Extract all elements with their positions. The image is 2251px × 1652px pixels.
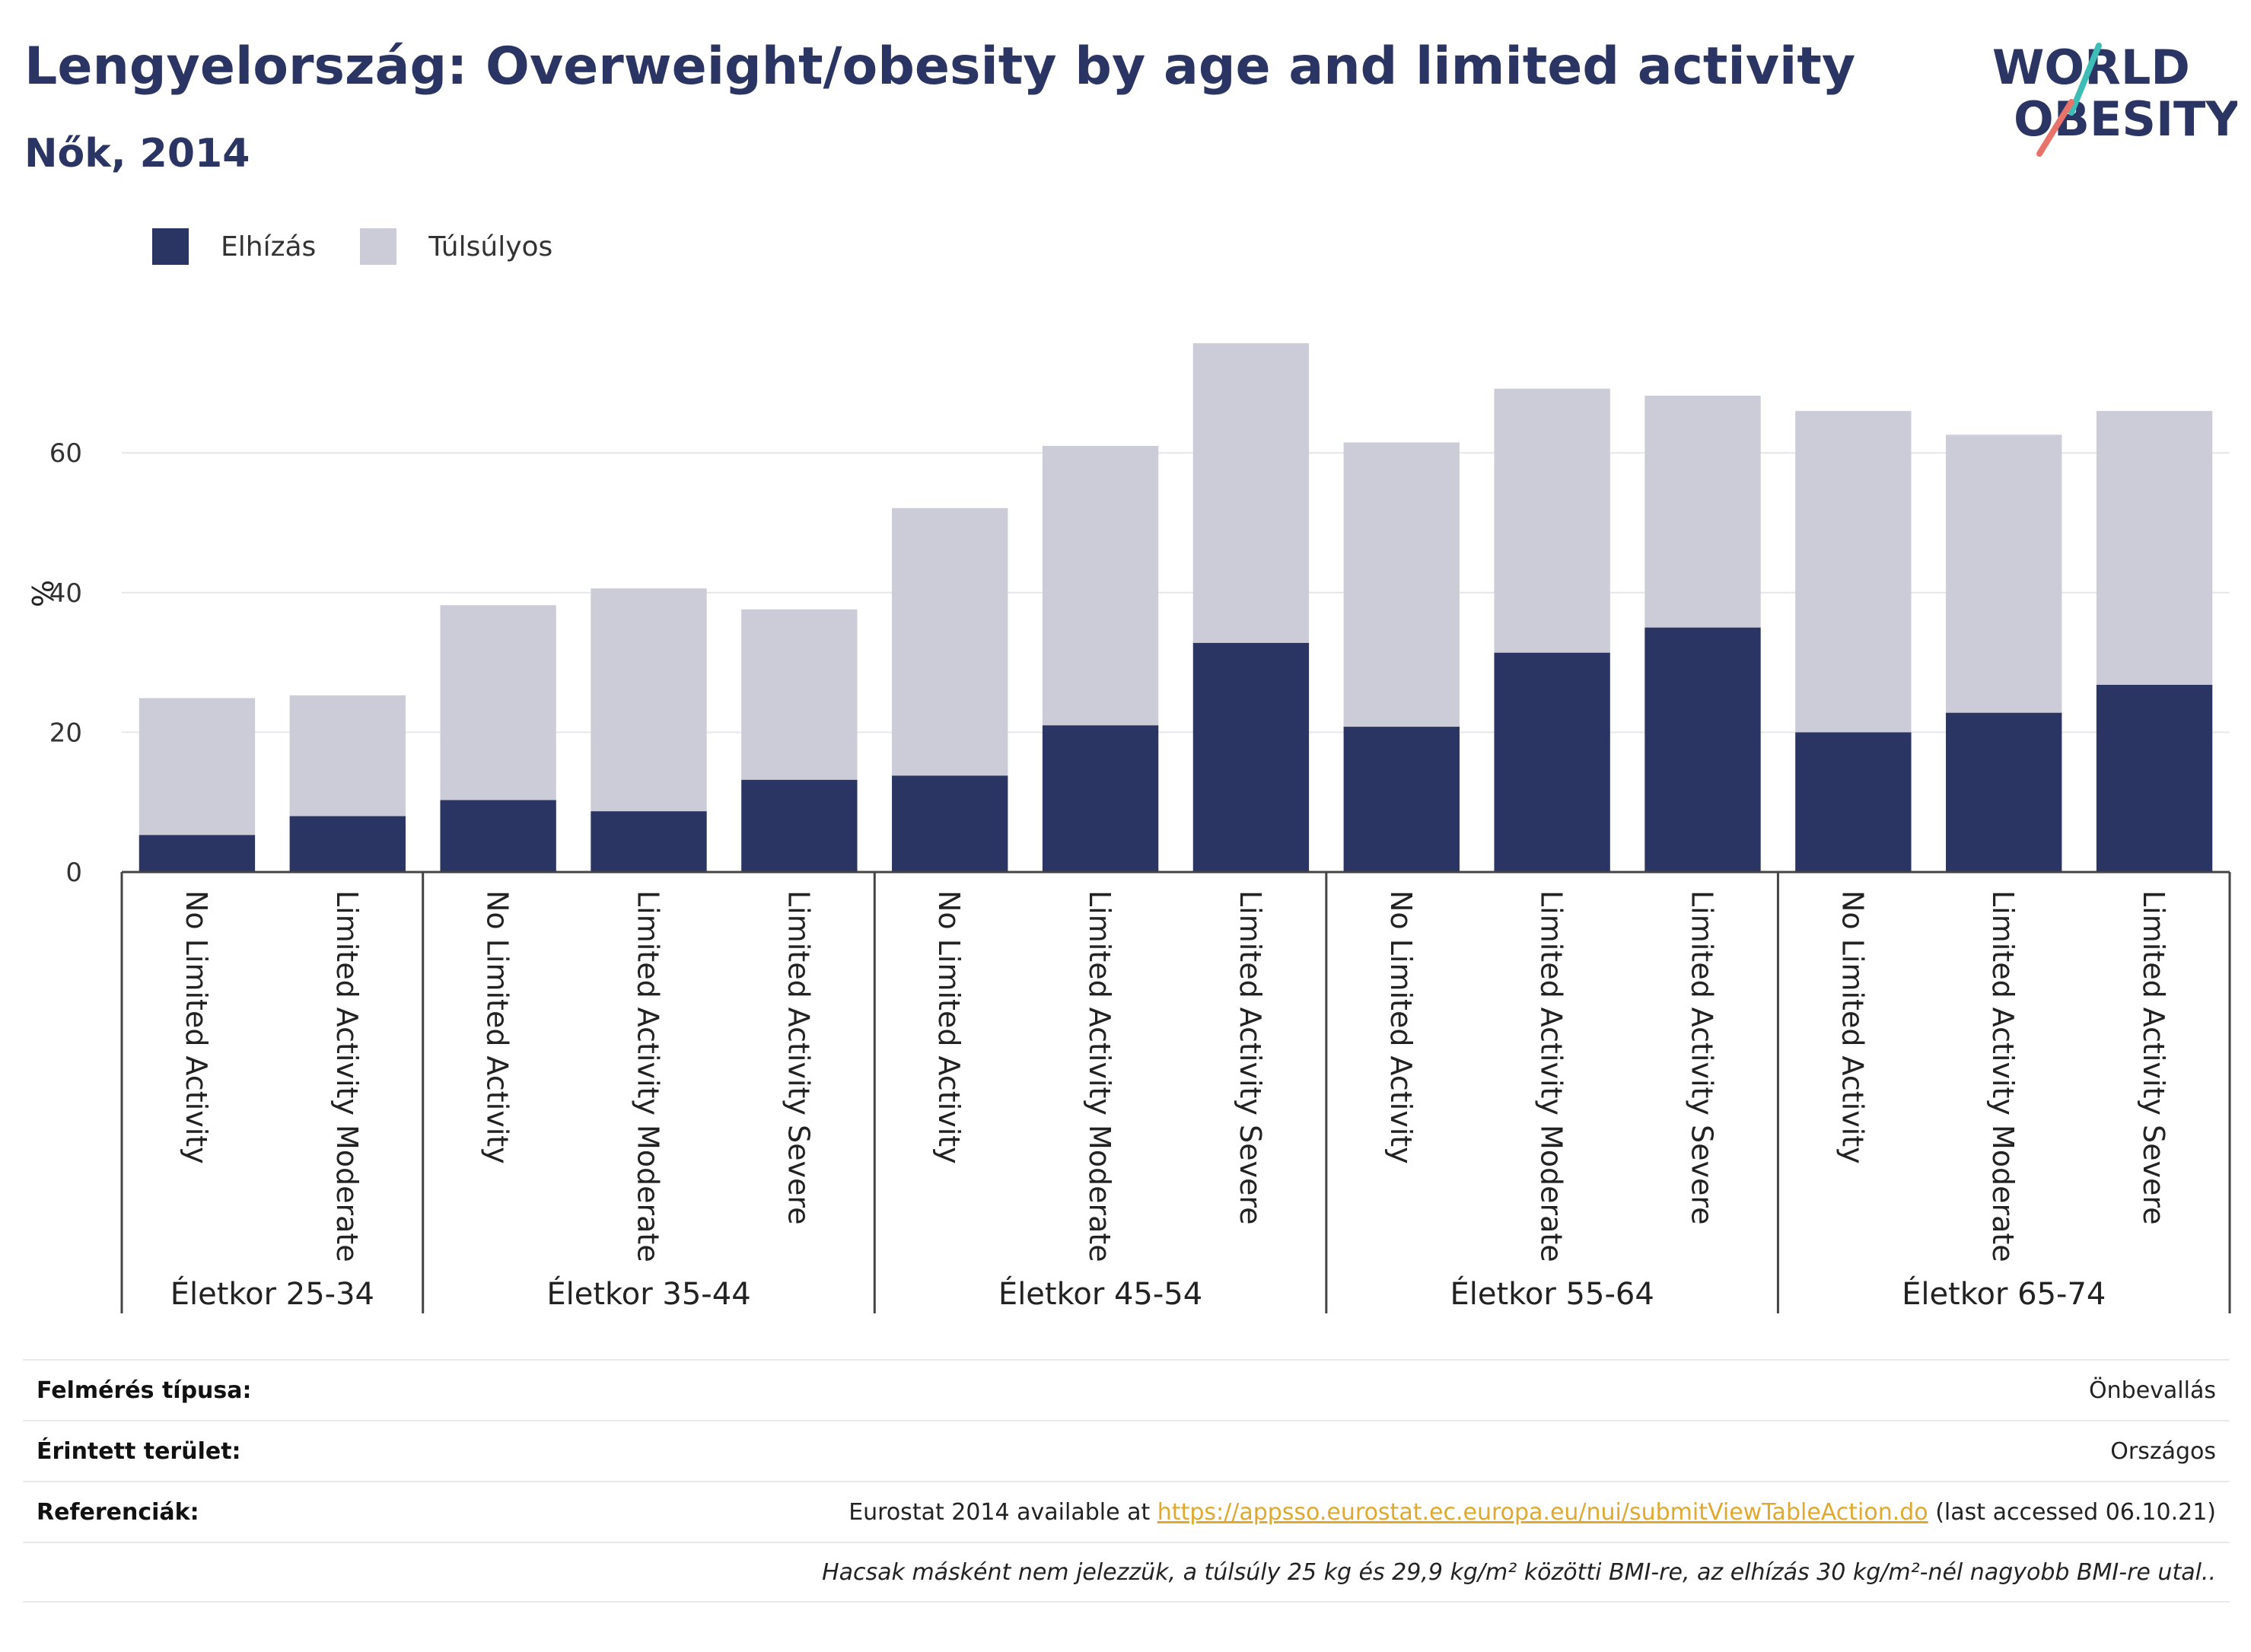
x-tick-label: Limited Activity Moderate — [330, 890, 364, 1262]
chart-title: Lengyelország: Overweight/obesity by age… — [24, 37, 1856, 97]
survey-type-value: Önbevallás — [2089, 1377, 2216, 1404]
logo-slash-teal — [2068, 43, 2102, 116]
x-tick-label: No Limited Activity — [932, 890, 966, 1164]
world-obesity-logo: WORLD OBESITY — [1992, 40, 2237, 157]
x-tick-label: Limited Activity Moderate — [632, 890, 665, 1262]
bar-overweight — [1042, 446, 1159, 726]
bar-obesity — [289, 816, 406, 872]
info-row-references: Referenciák: Eurostat 2014 available at … — [23, 1481, 2230, 1542]
x-tick-label: No Limited Activity — [481, 890, 514, 1164]
group-label: Életkor 35-44 — [546, 1275, 750, 1312]
bar-overweight — [1494, 388, 1610, 653]
info-row-area: Érintett terület: Országos — [23, 1420, 2230, 1481]
x-tick-label: Limited Activity Moderate — [1083, 890, 1116, 1262]
y-tick-label: 20 — [49, 718, 82, 748]
chart-legend: Elhízás Túlsúlyos — [152, 225, 597, 268]
logo-slash-coral — [2036, 99, 2074, 157]
bar-obesity — [138, 835, 256, 872]
info-table: Felmérés típusa: Önbevallás Érintett ter… — [23, 1359, 2230, 1603]
legend-label-obesity: Elhízás — [221, 231, 317, 263]
bar-overweight — [1795, 411, 1912, 733]
references-link[interactable]: https://appsso.eurostat.ec.europa.eu/nui… — [1157, 1498, 1928, 1526]
bar-obesity — [2096, 684, 2213, 872]
survey-type-label: Felmérés típusa: — [37, 1377, 252, 1404]
x-tick-label: No Limited Activity — [180, 890, 213, 1164]
bar-overweight — [289, 695, 406, 816]
definition-note: Hacsak másként nem jelezzük, a túlsúly 2… — [822, 1558, 2216, 1586]
group-label: Életkor 65-74 — [1902, 1275, 2106, 1312]
chart-subtitle: Nők, 2014 — [24, 131, 250, 177]
legend-swatch-obesity — [152, 228, 189, 265]
bar-overweight — [1343, 442, 1460, 727]
bar-obesity — [1192, 642, 1310, 872]
area-label: Érintett terület: — [37, 1437, 241, 1465]
bar-obesity — [1795, 732, 1912, 872]
y-tick-label: 40 — [49, 578, 82, 609]
bar-overweight — [2096, 411, 2213, 685]
bar-overweight — [1946, 434, 2062, 713]
bar-obesity — [440, 800, 556, 872]
bar-obesity — [1343, 727, 1460, 872]
x-tick-label: Limited Activity Severe — [1234, 890, 1267, 1225]
bar-obesity — [591, 811, 707, 872]
info-row-note: Hacsak másként nem jelezzük, a túlsúly 2… — [23, 1542, 2230, 1603]
y-tick-label: 0 — [65, 858, 82, 888]
group-label: Életkor 55-64 — [1450, 1275, 1654, 1312]
references-label: Referenciák: — [37, 1498, 199, 1526]
group-label: Életkor 25-34 — [170, 1275, 374, 1312]
x-tick-label: Limited Activity Severe — [1686, 890, 1719, 1225]
bar-overweight — [138, 698, 256, 836]
legend-label-overweight: Túlsúlyos — [428, 231, 553, 263]
y-axis-label: % — [27, 580, 60, 607]
bar-obesity — [892, 775, 1008, 872]
x-tick-label: Limited Activity Severe — [782, 890, 815, 1225]
x-tick-label: Limited Activity Severe — [2137, 890, 2170, 1225]
bar-obesity — [741, 779, 858, 872]
bar-overweight — [440, 605, 556, 801]
legend-item-obesity[interactable]: Elhízás — [152, 228, 316, 265]
x-tick-label: No Limited Activity — [1384, 890, 1418, 1164]
bar-overweight — [1192, 343, 1310, 643]
bar-obesity — [1946, 712, 2062, 872]
bar-obesity — [1042, 725, 1159, 872]
bar-obesity — [1494, 652, 1610, 872]
legend-item-overweight[interactable]: Túlsúlyos — [360, 228, 552, 265]
references-value: Eurostat 2014 available at https://appss… — [849, 1499, 2216, 1526]
y-tick-label: 60 — [49, 438, 82, 469]
legend-swatch-overweight — [360, 228, 397, 265]
bar-overweight — [741, 609, 858, 780]
area-value: Országos — [2110, 1437, 2216, 1465]
references-prefix: Eurostat 2014 available at — [849, 1498, 1151, 1526]
bar-overweight — [1644, 395, 1761, 628]
x-tick-label: Limited Activity Moderate — [1986, 890, 2020, 1262]
group-label: Életkor 45-54 — [998, 1275, 1202, 1312]
stacked-bar-chart: 0 20 40 60% No Limited Activity Limited Activ… — [27, 343, 2231, 1313]
bar-overweight — [892, 508, 1008, 776]
bar-obesity — [1644, 627, 1761, 872]
x-tick-label: Limited Activity Moderate — [1535, 890, 1568, 1262]
references-suffix: (last accessed 06.10.21) — [1935, 1498, 2216, 1526]
info-row-survey-type: Felmérés típusa: Önbevallás — [23, 1359, 2230, 1420]
x-tick-label: No Limited Activity — [1836, 890, 1869, 1164]
bar-overweight — [591, 588, 707, 812]
